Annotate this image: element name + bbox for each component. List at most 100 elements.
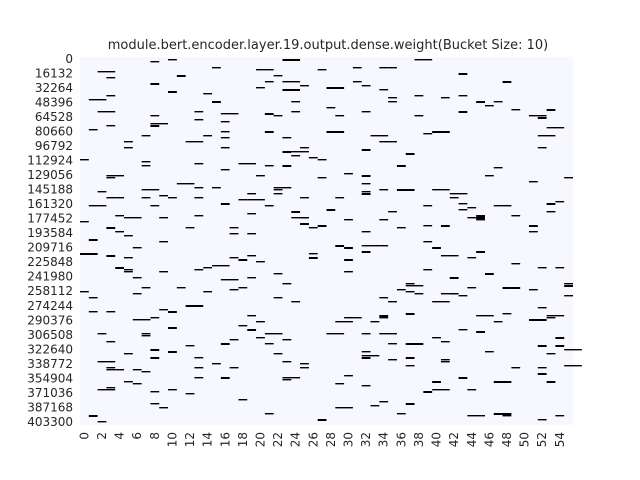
y-tick-label: 387168	[27, 400, 73, 414]
heatmap-cell	[282, 81, 301, 83]
heatmap-cell	[220, 203, 230, 205]
heatmap-cell	[440, 255, 459, 257]
heatmap-cell	[194, 269, 204, 271]
heatmap-cell	[414, 293, 424, 295]
x-tick-label: 10	[165, 432, 179, 447]
heatmap-cell	[106, 227, 116, 229]
heatmap-cell	[528, 181, 538, 183]
heatmap-cell	[308, 227, 318, 229]
heatmap-cell	[238, 199, 248, 201]
heatmap-cell	[97, 191, 107, 193]
heatmap-cell	[220, 169, 230, 171]
heatmap-cell	[291, 155, 301, 157]
heatmap-cell	[273, 187, 292, 189]
heatmap-cell	[423, 133, 433, 135]
heatmap-cell	[379, 89, 389, 91]
heatmap-cell	[317, 177, 327, 179]
heatmap-cell	[291, 211, 301, 213]
heatmap-cell	[388, 211, 397, 213]
heatmap-cell	[247, 277, 257, 279]
heatmap-cell	[124, 269, 133, 271]
heatmap-cell	[440, 361, 450, 363]
heatmap-cell	[476, 217, 485, 219]
heatmap-cell	[308, 157, 318, 159]
heatmap-cell	[326, 131, 345, 133]
heatmap-cell	[141, 189, 160, 191]
heatmap-cell	[150, 357, 160, 359]
x-tick-label: 12	[183, 432, 197, 447]
x-tick-label: 48	[500, 432, 514, 447]
heatmap-cell	[282, 377, 301, 379]
heatmap-cell	[555, 267, 565, 269]
y-tick-label: 225848	[27, 255, 73, 269]
heatmap-cell	[308, 257, 318, 259]
heatmap-cell	[432, 189, 450, 191]
y-tick-label: 177452	[27, 212, 73, 226]
heatmap-cell	[282, 283, 292, 285]
heatmap-cell	[115, 267, 125, 269]
heatmap-cell	[124, 217, 142, 219]
heatmap-cell	[361, 251, 371, 253]
heatmap-cell	[476, 331, 485, 333]
heatmap-cell	[88, 239, 98, 241]
heatmap-cell	[502, 287, 512, 289]
heatmap-cell	[317, 419, 327, 421]
heatmap-cell	[238, 287, 248, 289]
heatmap-cell	[80, 253, 98, 255]
y-tick-label: 96792	[35, 139, 73, 153]
x-tick-label: 2	[95, 432, 109, 440]
heatmap-cell	[168, 197, 177, 199]
heatmap-cell	[458, 203, 468, 205]
heatmap-cell	[168, 351, 177, 353]
heatmap-cell	[467, 217, 477, 219]
heatmap-cell	[493, 381, 512, 383]
x-tick-label: 40	[430, 432, 444, 447]
heatmap-cell	[194, 377, 204, 379]
heatmap-cell	[528, 319, 547, 321]
heatmap-cell	[273, 273, 283, 275]
heatmap-cell	[220, 147, 230, 149]
heatmap-cell	[423, 225, 433, 227]
heatmap-cell	[282, 361, 292, 363]
heatmap-cell	[212, 101, 221, 103]
heatmap-cell	[80, 221, 89, 223]
heatmap-cell	[124, 271, 133, 273]
heatmap-cell	[300, 363, 309, 365]
x-tick-label: 42	[447, 432, 461, 447]
heatmap-cell	[168, 327, 177, 329]
heatmap-cell	[132, 383, 142, 385]
heatmap-cell	[132, 247, 142, 249]
heatmap-cell	[220, 279, 239, 281]
x-axis: 0 2 4 6 8 10 12 14 16 18 20 22 24 26 28 30 32 34 36 38 40 42 4…	[77, 432, 566, 447]
heatmap-cell	[432, 131, 450, 133]
heatmap-cell	[106, 367, 116, 369]
y-tick-label: 258112	[27, 284, 73, 298]
heatmap-cell	[484, 351, 494, 353]
heatmap-cell	[220, 137, 230, 139]
heatmap-cell	[405, 189, 415, 191]
heatmap-cell	[458, 377, 468, 379]
heatmap-cell	[220, 377, 230, 379]
heatmap-cell	[282, 137, 292, 139]
heatmap-cell	[247, 329, 257, 331]
heatmap-cell	[396, 165, 406, 167]
heatmap-cell	[150, 125, 160, 127]
heatmap-cell	[185, 345, 195, 347]
heatmap-cell	[432, 337, 441, 339]
heatmap-cell	[370, 321, 380, 323]
heatmap-cell	[335, 197, 345, 199]
heatmap-cell	[264, 81, 274, 83]
heatmap-cell	[546, 211, 556, 213]
heatmap-cell	[291, 111, 301, 113]
heatmap-cell	[493, 167, 503, 169]
heatmap-cell	[405, 365, 415, 367]
heatmap-cell	[247, 199, 265, 201]
heatmap-cell	[546, 381, 556, 383]
heatmap-cell	[185, 183, 195, 185]
heatmap-cell	[361, 385, 371, 387]
heatmap-cell	[194, 197, 204, 199]
heatmap-cell	[423, 205, 433, 207]
y-axis: 0161323226448396645288066096792112924129…	[27, 52, 73, 429]
heatmap-cell	[106, 95, 116, 97]
heatmap-cell	[361, 193, 371, 195]
